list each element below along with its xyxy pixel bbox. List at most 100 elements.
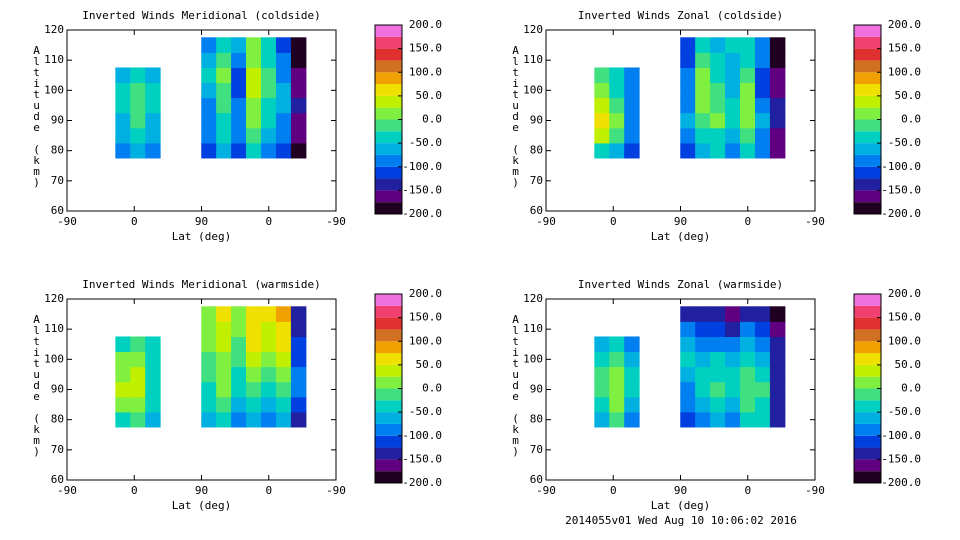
y-axis-label: Altitude (km) — [509, 44, 522, 188]
colorbar-swatch — [375, 202, 402, 214]
contour-cell — [275, 306, 292, 322]
contour-cell — [290, 336, 307, 353]
colorbar-swatch — [375, 317, 402, 330]
colorbar-swatch — [854, 435, 881, 448]
contour-cell — [130, 82, 146, 99]
colorbar-swatch — [375, 131, 402, 144]
contour-cell — [594, 67, 610, 84]
contour-cell — [680, 82, 696, 99]
contour-cell — [115, 411, 131, 428]
contour-cell — [231, 67, 247, 84]
contour-cell — [275, 336, 292, 353]
contour-cell — [680, 142, 696, 159]
contour-cell — [290, 97, 307, 114]
contour-cell — [624, 411, 640, 428]
contour-cell — [680, 37, 696, 53]
contour-cell — [695, 381, 711, 398]
contour-cell — [145, 336, 161, 353]
contour-cell — [261, 351, 277, 368]
contour-cell — [275, 381, 292, 398]
contour-cell — [769, 37, 786, 53]
contour-cell — [725, 127, 741, 144]
contour-cell — [261, 67, 277, 84]
footer: 2014055v01 Wed Aug 10 10:06:02 2016 — [565, 514, 797, 527]
contour-cell — [609, 127, 625, 144]
y-axis-label: Altitude (km) — [30, 44, 43, 188]
contour-cell — [130, 366, 146, 383]
x-tick-label: 0 — [744, 215, 751, 228]
contour-cell — [216, 112, 232, 129]
contour-cell — [130, 142, 146, 159]
x-tick-label: 90 — [674, 215, 687, 228]
contour-cell — [246, 336, 262, 353]
contour-cell — [754, 142, 771, 159]
contour-cell — [624, 336, 640, 353]
colorbar-swatch — [854, 25, 881, 37]
contour-cell — [609, 351, 625, 368]
contour-cell — [680, 366, 696, 383]
colorbar-swatch — [854, 95, 881, 108]
contour-cell — [710, 82, 726, 99]
contour-cell — [594, 127, 610, 144]
contour-cell — [216, 396, 232, 413]
contour-cell — [754, 67, 771, 84]
contour-cell — [710, 351, 726, 368]
contour-cell — [290, 396, 307, 413]
contour-cell — [710, 52, 726, 68]
y-tick-label: 80 — [51, 144, 64, 157]
contour-cell — [680, 411, 696, 428]
contour-cell — [145, 381, 161, 398]
contour-cell — [725, 97, 741, 114]
contour-cell — [145, 142, 161, 159]
contour-cell — [740, 336, 756, 353]
contour-cell — [695, 67, 711, 84]
colorbar-tick-label: -150.0 — [881, 183, 921, 196]
contour-cell — [130, 112, 146, 129]
contour-cell — [609, 112, 625, 129]
contour-cell — [695, 336, 711, 353]
contour-cell — [145, 351, 161, 368]
colorbar-tick-label: -50.0 — [888, 136, 921, 149]
contour-cell — [740, 127, 756, 144]
contour-cell — [609, 82, 625, 99]
contour-cell — [246, 82, 262, 99]
y-tick-label: 110 — [523, 53, 543, 66]
colorbar-swatch — [375, 376, 402, 389]
contour-cell — [246, 127, 262, 144]
colorbar-tick-label: -150.0 — [881, 452, 921, 465]
colorbar-tick-label: 200.0 — [409, 287, 442, 300]
contour-cell — [740, 306, 756, 322]
y-tick-label: 120 — [44, 23, 64, 36]
contour-cell — [290, 381, 307, 398]
x-tick-label: 0 — [131, 215, 138, 228]
colorbar-tick-label: 150.0 — [409, 311, 442, 324]
contour-cell — [216, 127, 232, 144]
colorbar-swatch — [854, 190, 881, 203]
contour-cell — [275, 142, 292, 159]
contour-cell — [769, 336, 786, 353]
contour-cell — [231, 52, 247, 68]
contour-cell — [769, 351, 786, 368]
contour-cell — [275, 52, 292, 68]
x-tick-label: 90 — [195, 215, 208, 228]
colorbar-tick-label: 0.0 — [901, 382, 921, 395]
contour-cell — [216, 67, 232, 84]
colorbar-swatch — [375, 48, 402, 61]
contour-cell — [275, 351, 292, 368]
y-tick-label: 90 — [530, 383, 543, 396]
contour-cell — [261, 52, 277, 68]
contour-cell — [754, 112, 771, 129]
contour-cell — [725, 381, 741, 398]
contour-cell — [680, 97, 696, 114]
contour-cell — [201, 321, 217, 337]
contour-cell — [115, 142, 131, 159]
contour-cell — [130, 67, 146, 84]
contour-cell — [231, 142, 247, 159]
contour-cell — [231, 306, 247, 322]
y-axis-label: Altitude (km) — [30, 313, 43, 457]
contour-cell — [216, 52, 232, 68]
contour-cell — [769, 366, 786, 383]
contour-cell — [769, 82, 786, 99]
contour-cell — [216, 351, 232, 368]
